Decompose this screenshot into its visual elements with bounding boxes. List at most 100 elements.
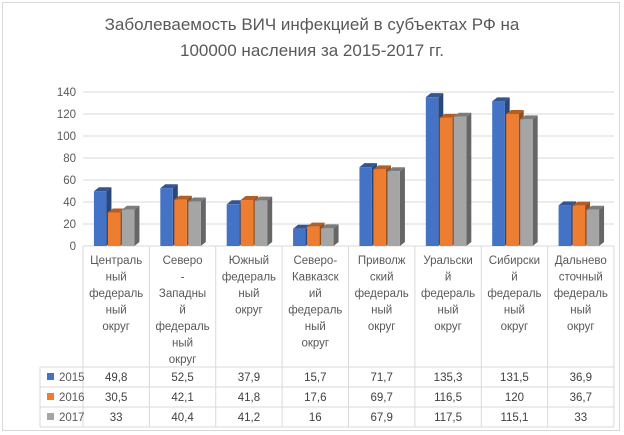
bar-top <box>359 163 377 168</box>
table-value: 49,8 <box>105 372 127 384</box>
category-label-line: ный <box>172 338 193 350</box>
bar-front <box>240 200 254 246</box>
category-label-line: округ <box>102 321 130 333</box>
legend-label: 2016 <box>59 392 85 404</box>
table-value: 120 <box>505 392 524 404</box>
category-label-line: ий <box>309 288 322 300</box>
category-label-line: ный <box>570 305 591 317</box>
bar-side <box>134 205 140 246</box>
y-tick-label: 0 <box>70 241 76 253</box>
category-label-line: ский <box>370 272 394 284</box>
table-row: 2015 49,8 52,5 37,9 15,7 71,7 135,3 131,5 36,9 <box>47 372 592 384</box>
bar-front <box>453 116 467 246</box>
bar-side <box>466 112 472 246</box>
bar-front <box>506 114 519 246</box>
table-value: 69,7 <box>370 392 392 404</box>
table-value: 42,1 <box>171 392 193 404</box>
bar-top <box>373 165 391 170</box>
bar-top <box>107 208 126 213</box>
bar-top <box>492 97 510 102</box>
bar-front <box>188 201 201 246</box>
bar-2017 <box>254 196 273 246</box>
bar-top <box>425 93 444 98</box>
y-axis-ticks: 0 20 40 60 80 100 120 140 <box>57 87 76 253</box>
bar-2015 <box>93 187 112 246</box>
category-label-line: ный <box>106 305 127 317</box>
table-value: 41,8 <box>238 392 260 404</box>
category-label-line: округ <box>235 305 263 317</box>
bar-top <box>586 205 605 210</box>
bar-front <box>520 119 533 246</box>
y-tick-label: 100 <box>57 131 76 143</box>
table-value: 52,5 <box>171 372 193 384</box>
bar-top <box>321 224 339 229</box>
category-label: Уральски й федераль ный округ <box>421 255 475 333</box>
bar-side <box>200 197 206 246</box>
bar-front <box>160 188 173 246</box>
category-label-line: округ <box>434 321 462 333</box>
bar-front <box>174 199 187 246</box>
bar-side <box>333 224 339 246</box>
data-table: ЦентральныйфедеральныйокругСеверо-Западн… <box>39 246 615 428</box>
legend-key <box>47 373 54 380</box>
bar-top <box>226 200 245 205</box>
category-label: Северо - Западны й федераль ный округ <box>155 255 209 366</box>
category-label-line: Приволж <box>358 255 406 267</box>
bar-front <box>572 205 586 246</box>
bar-top <box>160 184 178 189</box>
bar-top <box>572 201 591 206</box>
category-label-line: й <box>445 272 451 284</box>
category-label-line: федераль <box>288 305 342 317</box>
category-label-line: федераль <box>487 288 541 300</box>
bar-front <box>586 209 600 246</box>
table-value: 135,3 <box>434 372 463 384</box>
y-tick-label: 140 <box>57 87 76 99</box>
bar-top <box>520 115 538 120</box>
category-label: Централь ный федераль ный округ <box>89 255 143 333</box>
category-label: Северо- Кавказск ий федераль ный округ <box>288 255 342 350</box>
bar-front <box>439 117 453 246</box>
chart-frame: Заболеваемость ВИЧ инфекцией в субъектах… <box>2 2 620 431</box>
category-label-line: округ <box>567 321 595 333</box>
legend-label: 2015 <box>59 372 85 384</box>
category-label-line: ный <box>305 321 326 333</box>
bar-front <box>293 228 306 246</box>
bar-top <box>121 205 140 210</box>
bar-front <box>107 212 121 246</box>
legend-label: 2017 <box>59 412 85 424</box>
table-value: 41,2 <box>238 412 260 424</box>
bar-top <box>188 197 206 202</box>
bar-front <box>558 205 572 246</box>
y-tick-label: 20 <box>63 219 76 231</box>
table-value: 17,6 <box>304 392 326 404</box>
category-label-line: федераль <box>421 288 475 300</box>
bar-side <box>599 205 605 246</box>
bar-2017 <box>520 115 538 246</box>
category-label-line: федераль <box>554 288 608 300</box>
bar-front <box>359 167 372 246</box>
table-value: 67,9 <box>370 412 392 424</box>
y-tick-label: 60 <box>63 175 76 187</box>
table-value: 115,1 <box>500 412 528 424</box>
bar-2017 <box>586 205 605 246</box>
table-value: 40,4 <box>171 412 194 424</box>
category-label-line: ный <box>106 272 127 284</box>
bar-top <box>307 222 325 227</box>
table-row: 2016 30,5 42,1 41,8 17,6 69,7 116,5 120 36,7 <box>47 392 592 404</box>
bar-top <box>387 167 405 172</box>
table-value: 36,9 <box>570 372 592 384</box>
table-value: 30,5 <box>105 392 127 404</box>
table-value: 33 <box>574 412 587 424</box>
table-value: 36,7 <box>570 392 592 404</box>
bar-top <box>254 196 273 201</box>
table-value: 15,7 <box>304 372 326 384</box>
category-label-line: ный <box>504 305 525 317</box>
category-label-line: Западны <box>159 288 206 300</box>
bar-side <box>267 196 273 246</box>
bar-top <box>93 187 112 192</box>
y-tick-label: 120 <box>57 109 76 121</box>
category-label-line: й <box>511 272 517 284</box>
category-label-line: округ <box>368 321 396 333</box>
category-label-line: округ <box>169 354 197 366</box>
chart-title-line: Заболеваемость ВИЧ инфекцией в субъектах… <box>105 15 520 34</box>
